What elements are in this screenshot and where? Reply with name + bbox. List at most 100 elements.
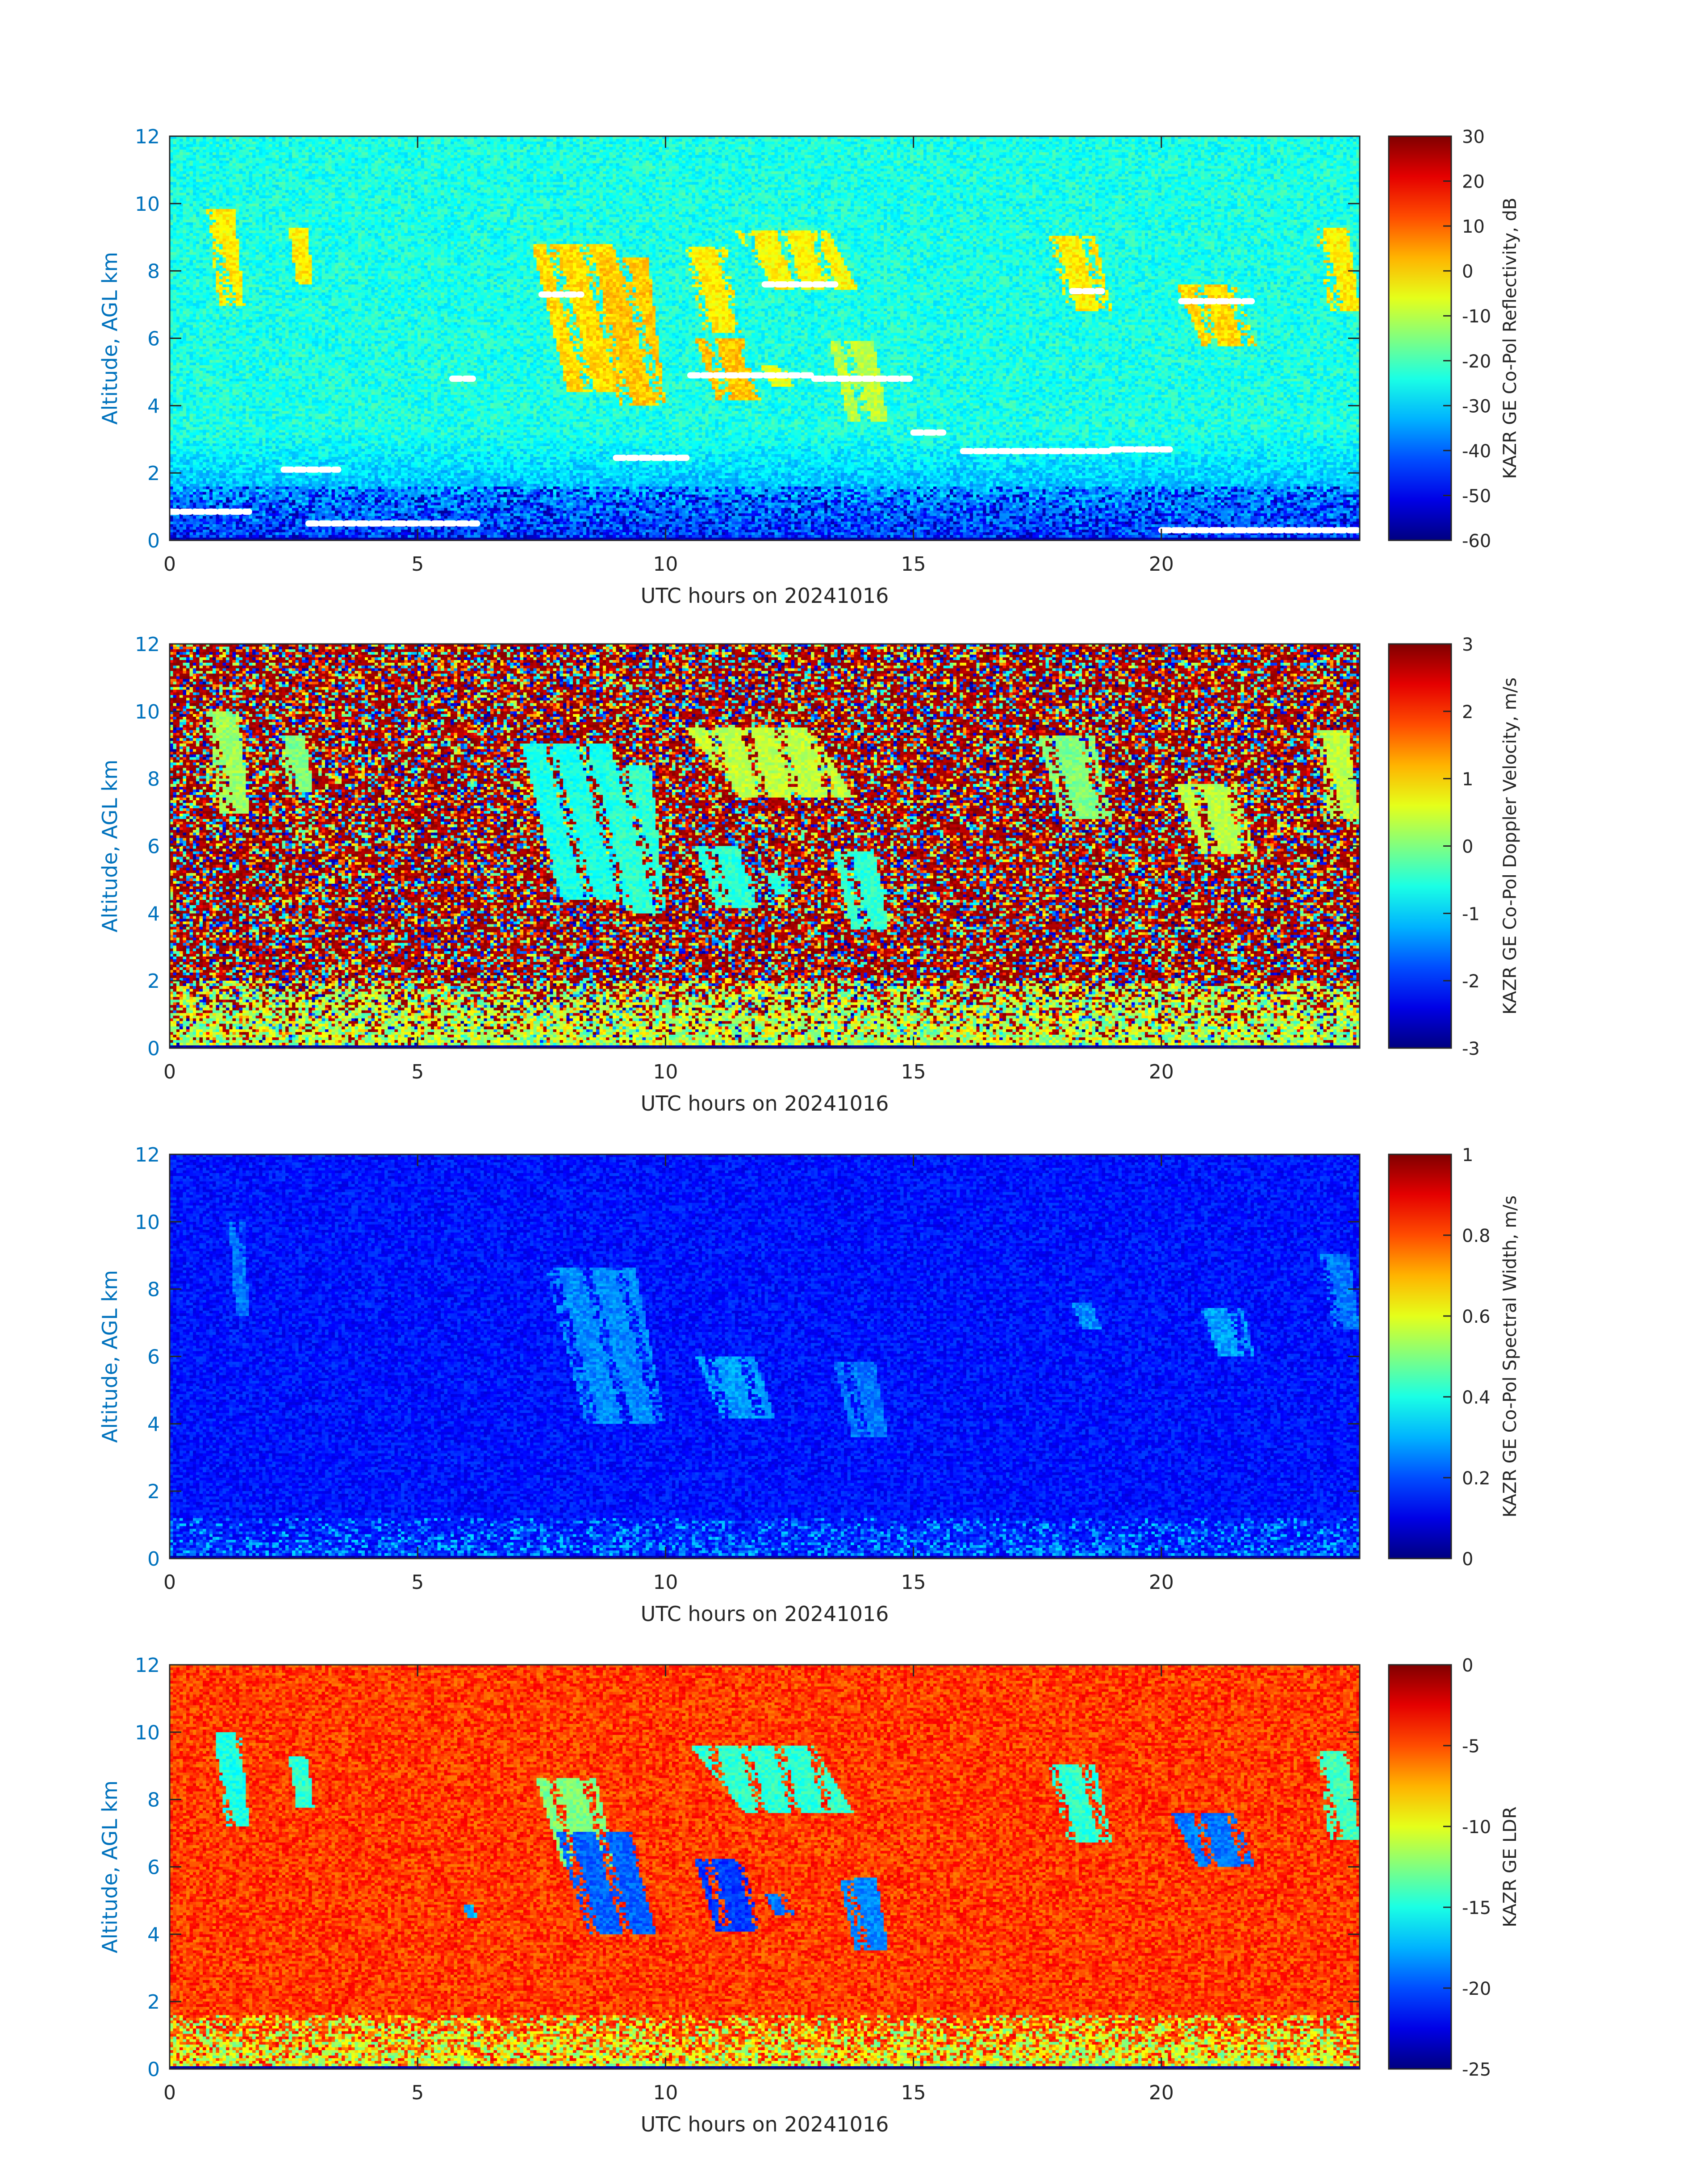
y-tick-label: 8 <box>147 768 160 791</box>
x-tick-label: 20 <box>1149 2081 1174 2104</box>
y-tick-label: 0 <box>147 1548 160 1571</box>
y-tick-label: 0 <box>147 530 160 552</box>
x-tick-label: 0 <box>163 1571 176 1594</box>
x-tick-label: 15 <box>901 1061 926 1083</box>
x-tick-label: 20 <box>1149 553 1174 576</box>
colorbar-tick-label: -10 <box>1462 1817 1491 1838</box>
x-tick-label: 5 <box>411 2081 424 2104</box>
colorbar-label: KAZR GE LDR <box>1500 1806 1520 1927</box>
colorbar-tick-label: -10 <box>1462 306 1491 327</box>
x-axis-label: UTC hours on 20241016 <box>641 1602 889 1626</box>
y-tick-label: 6 <box>147 1856 160 1879</box>
x-axis-label: UTC hours on 20241016 <box>641 584 889 608</box>
x-tick-label: 15 <box>901 1571 926 1594</box>
heatmap-panel-4 <box>170 1665 1360 2069</box>
x-tick-label: 10 <box>653 1061 678 1083</box>
colorbar-tick-label: 0 <box>1462 262 1473 282</box>
y-tick-label: 6 <box>147 328 160 351</box>
colorbar-tick-label: 0 <box>1462 837 1473 857</box>
colorbar-tick-label: 1 <box>1462 769 1473 790</box>
colorbar-tick-label: 0 <box>1462 1549 1473 1570</box>
y-tick-label: 4 <box>147 395 160 418</box>
colorbar-tick-label: 0.4 <box>1462 1387 1491 1408</box>
y-tick-label: 4 <box>147 1413 160 1436</box>
x-tick-label: 10 <box>653 1571 678 1594</box>
colorbar-tick-label: -1 <box>1462 904 1480 924</box>
colorbar <box>1388 135 1452 541</box>
y-tick-label: 8 <box>147 1789 160 1812</box>
y-tick-label: 2 <box>147 1480 160 1503</box>
colorbar-label: KAZR GE Co-Pol Doppler Velocity, m/s <box>1500 677 1520 1015</box>
colorbar-tick-label: -2 <box>1462 971 1480 992</box>
x-tick-label: 10 <box>653 2081 678 2104</box>
y-tick-label: 12 <box>135 1654 160 1677</box>
colorbar-tick-label: 10 <box>1462 217 1485 237</box>
colorbar <box>1388 1664 1452 2070</box>
y-tick-label: 2 <box>147 462 160 485</box>
colorbar-tick-label: 1 <box>1462 1145 1473 1166</box>
colorbar-tick-label: -40 <box>1462 441 1491 462</box>
colorbar-tick-label: -50 <box>1462 486 1491 506</box>
y-tick-label: 4 <box>147 1923 160 1946</box>
x-tick-label: 20 <box>1149 1061 1174 1083</box>
x-tick-label: 20 <box>1149 1571 1174 1594</box>
y-tick-label: 10 <box>135 1722 160 1744</box>
colorbar-tick-label: -20 <box>1462 1979 1491 1999</box>
colorbar-tick-label: -3 <box>1462 1039 1480 1059</box>
x-tick-label: 15 <box>901 2081 926 2104</box>
y-tick-label: 0 <box>147 1037 160 1060</box>
panel-1: 0 5 10 15 20 0 2 4 6 8 10 12 UTC hours on 20241016 Al… <box>98 125 1520 608</box>
y-tick-label: 2 <box>147 1991 160 2014</box>
y-tick-label: 8 <box>147 260 160 283</box>
x-axis-label: UTC hours on 20241016 <box>641 1091 889 1116</box>
colorbar-tick-label: 3 <box>1462 635 1473 655</box>
y-tick-label: 12 <box>135 125 160 148</box>
y-tick-label: 12 <box>135 633 160 656</box>
colorbar-tick-label: 2 <box>1462 702 1473 723</box>
y-tick-label: 8 <box>147 1279 160 1301</box>
colorbar-tick-label: 30 <box>1462 127 1485 147</box>
x-tick-label: 15 <box>901 553 926 576</box>
y-tick-label: 0 <box>147 2058 160 2081</box>
y-axis-label: Altitude, AGL km <box>98 760 122 932</box>
x-tick-label: 5 <box>411 553 424 576</box>
colorbar <box>1388 1153 1452 1559</box>
y-axis-label: Altitude, AGL km <box>98 1780 122 1953</box>
colorbar-tick-label: -15 <box>1462 1898 1491 1918</box>
colorbar-label: KAZR GE Co-Pol Reflectivity, dB <box>1500 198 1520 479</box>
y-axis-label: Altitude, AGL km <box>98 252 122 425</box>
colorbar-tick-label: 0.2 <box>1462 1468 1491 1489</box>
colorbar-tick-label: -5 <box>1462 1736 1480 1757</box>
heatmap-panel-3 <box>170 1154 1360 1559</box>
x-tick-label: 5 <box>411 1061 424 1083</box>
colorbar-tick-label: 20 <box>1462 172 1485 192</box>
colorbar-tick-label: 0.8 <box>1462 1226 1491 1246</box>
y-tick-label: 2 <box>147 970 160 993</box>
y-tick-label: 12 <box>135 1144 160 1166</box>
colorbar <box>1388 643 1452 1049</box>
y-tick-label: 10 <box>135 701 160 723</box>
x-tick-label: 10 <box>653 553 678 576</box>
y-tick-label: 6 <box>147 1346 160 1369</box>
colorbar-tick-label: -30 <box>1462 396 1491 417</box>
y-tick-label: 10 <box>135 1211 160 1234</box>
colorbar-tick-label: -20 <box>1462 351 1491 372</box>
heatmap-panel-2 <box>170 644 1360 1048</box>
colorbar-tick-label: -60 <box>1462 531 1491 552</box>
colorbar-tick-label: 0 <box>1462 1655 1473 1676</box>
x-tick-label: 0 <box>163 2081 176 2104</box>
colorbar-label: KAZR GE Co-Pol Spectral Width, m/s <box>1500 1195 1520 1517</box>
x-axis-label: UTC hours on 20241016 <box>641 2112 889 2136</box>
x-tick-label: 5 <box>411 1571 424 1594</box>
y-tick-label: 4 <box>147 903 160 925</box>
x-tick-label: 0 <box>163 1061 176 1083</box>
colorbar-tick-label: -25 <box>1462 2060 1491 2080</box>
x-tick-label: 0 <box>163 553 176 576</box>
colorbar-tick-label: 0.6 <box>1462 1307 1491 1327</box>
y-tick-label: 10 <box>135 193 160 216</box>
panel-4: 0 5 10 15 20 0 2 4 6 8 10 12 UTC hours on 20241016 Al… <box>98 1654 1520 2136</box>
y-tick-label: 6 <box>147 836 160 858</box>
